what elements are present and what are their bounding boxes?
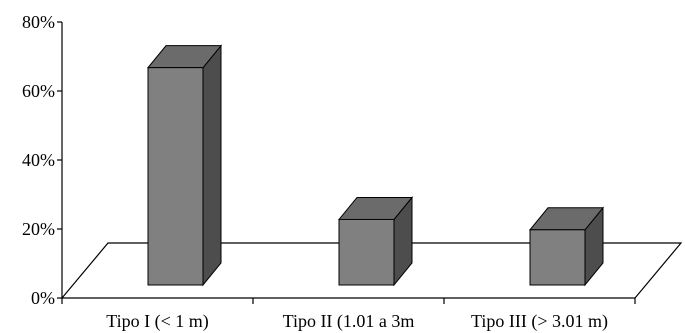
y-tick-label: 60%: [22, 81, 55, 101]
bars: [146, 44, 605, 287]
x-axis-ticks: Tipo I (< 1 m) Tipo II (1.01 a 3m Tipo III…: [61, 298, 636, 332]
x-category-label: Tipo I (< 1 m): [106, 311, 209, 332]
bar-front-face: [147, 67, 204, 286]
bar: [528, 206, 605, 287]
bar-front-face: [338, 218, 395, 286]
x-category-label: Tipo III (> 3.01 m): [471, 311, 608, 332]
y-tick-label: 80%: [22, 12, 55, 32]
y-tick-label: 0%: [31, 288, 55, 308]
bar-front-face: [529, 229, 586, 286]
bar: [337, 196, 414, 287]
bar: [146, 44, 223, 287]
y-tick-label: 20%: [22, 219, 55, 239]
y-tick-label: 40%: [22, 150, 55, 170]
bar-side-face: [202, 44, 222, 287]
x-category-label: Tipo II (1.01 a 3m: [283, 311, 415, 332]
y-axis-ticks: 0% 20% 40% 60% 80%: [22, 12, 62, 308]
